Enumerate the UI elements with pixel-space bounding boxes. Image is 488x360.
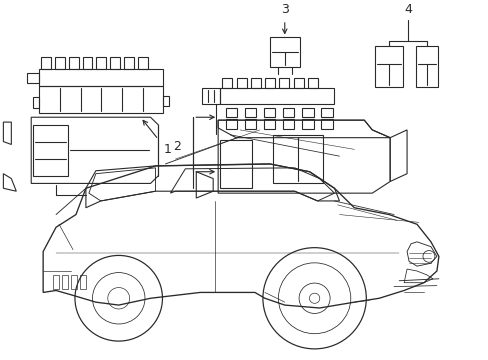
Bar [39,68,163,86]
Bar [33,97,39,108]
Bar [244,119,256,129]
Bar [124,57,134,68]
Bar [272,135,322,183]
Bar [244,108,256,117]
Bar [71,275,77,288]
Bar [293,78,303,88]
Bar [202,88,220,104]
Bar [41,57,51,68]
Bar [69,57,79,68]
Bar [80,275,86,288]
Bar [53,275,59,288]
Bar [62,275,68,288]
Bar [39,86,163,113]
Bar [82,57,92,68]
Bar [250,78,260,88]
Bar [220,88,334,104]
Bar [302,108,313,117]
Text: 4: 4 [403,3,411,16]
Bar [163,96,169,105]
Bar [321,108,332,117]
Bar [138,57,147,68]
Bar [264,119,275,129]
Bar [220,140,251,188]
Text: 3: 3 [280,3,288,16]
Bar [222,78,232,88]
Bar [225,108,237,117]
Bar [27,73,39,83]
Bar [55,57,64,68]
Bar [264,108,275,117]
Bar [307,78,317,88]
Bar [225,119,237,129]
Bar [283,108,294,117]
Bar [33,125,68,176]
Bar [264,78,275,88]
Bar [374,46,402,87]
Bar [279,78,289,88]
Bar [321,119,332,129]
Bar [96,57,106,68]
Bar [110,57,120,68]
Bar [415,46,437,87]
Bar [269,37,299,67]
Text: 2: 2 [173,140,181,153]
Bar [236,78,246,88]
Bar [302,119,313,129]
Text: 1: 1 [163,143,171,156]
Bar [283,119,294,129]
